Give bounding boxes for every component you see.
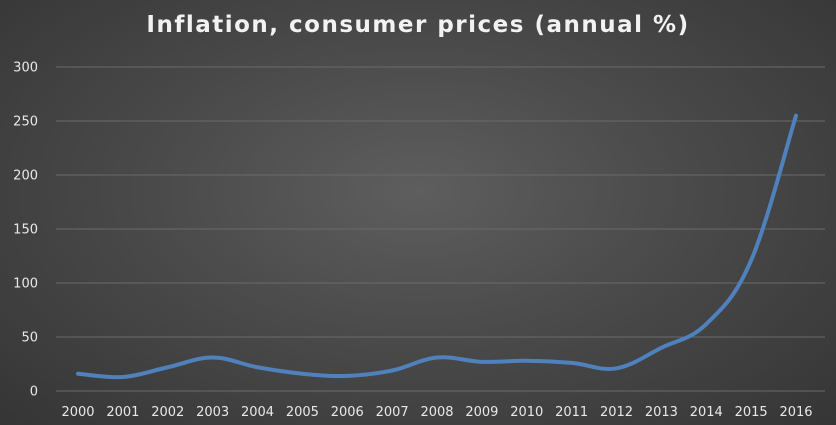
y-tick-label: 200 (13, 169, 38, 184)
x-tick-label: 2013 (645, 405, 678, 420)
x-tick-label: 2000 (61, 405, 94, 420)
series-line-0 (76, 113, 798, 380)
y-tick-label: 100 (13, 277, 38, 292)
x-tick-label: 2003 (196, 405, 229, 420)
x-tick-label: 2012 (600, 405, 633, 420)
x-tick-label: 2011 (555, 405, 588, 420)
x-tick-label: 2006 (331, 405, 364, 420)
x-tick-label: 2002 (151, 405, 184, 420)
x-tick-label: 2010 (510, 405, 543, 420)
chart-title: Inflation, consumer prices (annual %) (146, 12, 690, 38)
x-tick-label: 2014 (690, 405, 723, 420)
x-tick-label: 2004 (241, 405, 274, 420)
y-tick-label: 50 (21, 331, 38, 346)
y-tick-label: 250 (13, 115, 38, 130)
x-tick-label: 2005 (286, 405, 319, 420)
y-tick-label: 150 (13, 223, 38, 238)
x-tick-label: 2016 (779, 405, 812, 420)
x-tick-label: 2008 (420, 405, 453, 420)
x-tick-label: 2001 (106, 405, 139, 420)
y-tick-label: 300 (13, 61, 38, 76)
x-tick-label: 2007 (376, 405, 409, 420)
x-tick-label: 2009 (465, 405, 498, 420)
x-tick-label: 2015 (735, 405, 768, 420)
y-tick-label: 0 (30, 385, 38, 400)
